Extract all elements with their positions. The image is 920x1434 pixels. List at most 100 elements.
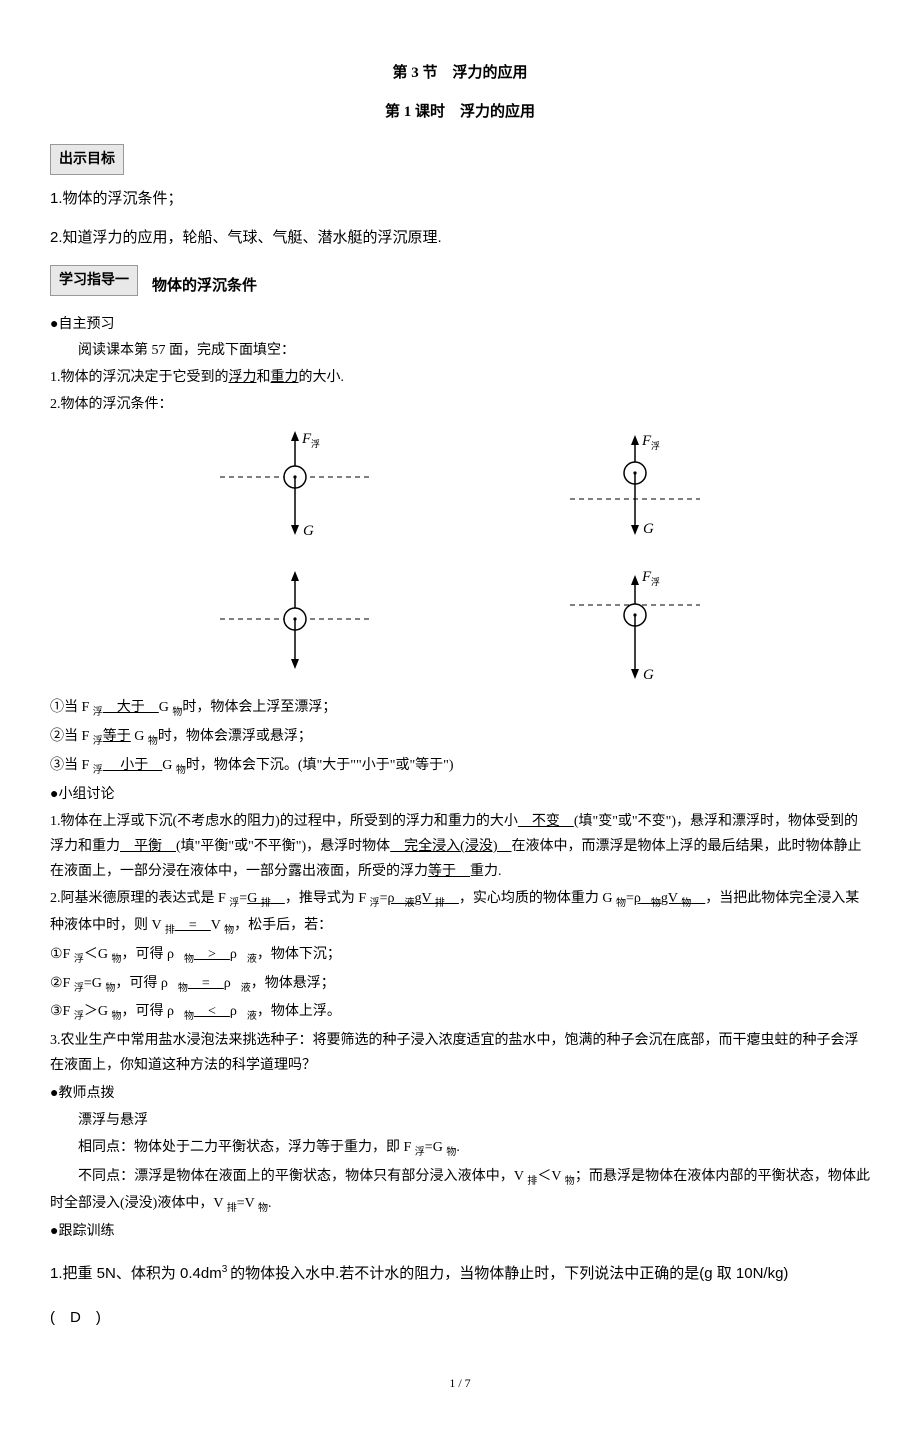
d2-u2e	[445, 891, 459, 906]
tl2-b: 浮	[415, 1147, 425, 1158]
d2-n: ，松手后，若：	[234, 918, 332, 933]
d2-h: 物	[616, 898, 626, 909]
d2-u1c	[271, 891, 285, 906]
r3-c: ＞G	[84, 1004, 112, 1019]
r1-e: ，可得 ρ	[121, 947, 174, 962]
svg-text:浮: 浮	[651, 576, 660, 587]
d2-u2: ρ 液gV 排	[388, 891, 459, 906]
c1-u: 大于	[103, 700, 159, 715]
svg-text:G: G	[643, 521, 654, 537]
d2-e: 浮	[370, 898, 380, 909]
q1-a: 1.把重 5N、体积为 0.4dm	[50, 1265, 222, 1282]
condition-1: ①当 F 浮 大于 G 物时，物体会上浮至漂浮；	[50, 695, 870, 722]
tl3-g: =V	[237, 1196, 258, 1211]
d2-d: ，推导式为 F	[285, 891, 370, 906]
c3-u: 小于	[103, 758, 163, 773]
c3-c: G	[162, 758, 176, 773]
r3-h: 液	[237, 1011, 257, 1022]
tl3-h: 物	[258, 1202, 268, 1213]
discussion-2-r3: ③F 浮＞G 物，可得 ρ 物 < ρ 液，物体上浮。	[50, 999, 870, 1026]
r2-d: 物	[105, 982, 115, 993]
d2-k: 排	[165, 925, 175, 936]
tl2-e: .	[456, 1140, 460, 1155]
teacher-l2: 相同点：物体处于二力平衡状态，浮力等于重力，即 F 浮=G 物.	[50, 1135, 870, 1162]
bullet-discussion: ●小组讨论	[50, 782, 870, 807]
tl2-c: =G	[425, 1140, 447, 1155]
p1-u1: 浮力	[229, 370, 257, 385]
tl2-d: 物	[446, 1147, 456, 1158]
practice-q1: 1.把重 5N、体积为 0.4dm3 的物体投入水中.若不计水的阻力，当物体静止…	[50, 1259, 870, 1289]
r1-g: ρ	[230, 947, 237, 962]
tag-goals: 出示目标	[50, 144, 124, 175]
r3-d: 物	[111, 1011, 121, 1022]
c1-c: G	[159, 700, 173, 715]
d2-l: V	[211, 918, 224, 933]
guide-title: 物体的浮沉条件	[152, 272, 257, 299]
r1-h: 液	[237, 954, 257, 965]
diagram-right-top: F 浮 G	[560, 429, 710, 547]
page-number: 1 / 7	[50, 1373, 870, 1395]
c1-a: ①当 F	[50, 700, 93, 715]
d2-u2b: 液	[395, 898, 415, 909]
diagram-left-col: F 浮 G	[210, 429, 380, 687]
d2-u3d: 物	[681, 898, 691, 909]
d1-u2: 平衡	[120, 839, 176, 854]
d2-m: 物	[224, 925, 234, 936]
c1-b: 浮	[93, 707, 103, 718]
svg-text:浮: 浮	[651, 440, 660, 451]
d2-a: 2.阿基米德原理的表达式是 F	[50, 891, 229, 906]
c2-e: 时，物体会漂浮或悬浮；	[158, 729, 312, 744]
d2-u2d: 排	[435, 898, 445, 909]
c1-e: 时，物体会上浮至漂浮；	[182, 700, 336, 715]
tl3-f: 排	[227, 1202, 237, 1213]
c2-d: 物	[148, 736, 158, 747]
r2-e: ，可得 ρ	[115, 976, 168, 991]
discussion-1: 1.物体在上浮或下沉(不考虑水的阻力)的过程中，所受到的浮力和重力的大小 不变 …	[50, 809, 870, 885]
r1-b: 浮	[74, 954, 84, 965]
r2-b: 浮	[74, 982, 84, 993]
preview-item-2: 2.物体的浮沉条件：	[50, 392, 870, 417]
r1-c: ＜G	[84, 947, 112, 962]
tl2-a: 相同点：物体处于二力平衡状态，浮力等于重力，即 F	[78, 1140, 415, 1155]
r3-u: <	[194, 1004, 230, 1019]
bullet-preview: ●自主预习	[50, 312, 870, 337]
q1-sup: 3	[222, 1264, 230, 1275]
svg-text:G: G	[643, 667, 654, 683]
preview-text: 阅读课本第 57 面，完成下面填空：	[50, 338, 870, 363]
d2-g: ，实心均质的物体重力 G	[459, 891, 616, 906]
tl3-i: .	[268, 1196, 272, 1211]
r1-d: 物	[111, 954, 121, 965]
discussion-3: 3.农业生产中常用盐水浸泡法来挑选种子：将要筛选的种子浸入浓度适宜的盐水中，饱满…	[50, 1028, 870, 1078]
q1-b: 的物体投入水中.若不计水的阻力，当物体静止时，下列说法中正确的是(g 取 10N…	[230, 1265, 788, 1282]
r3-e: ，可得 ρ	[121, 1004, 174, 1019]
d2-i: =	[626, 891, 634, 906]
d1-u4: 等于	[428, 864, 470, 879]
d2-u4: =	[175, 918, 211, 933]
c3-d: 物	[176, 765, 186, 776]
r3-b: 浮	[74, 1011, 84, 1022]
d2-u3: ρ 物gV 物	[634, 891, 705, 906]
r2-i: ，物体悬浮；	[251, 976, 335, 991]
r3-g: ρ	[230, 1004, 237, 1019]
tl3-c: ＜V	[537, 1169, 564, 1184]
r1-u: >	[194, 947, 230, 962]
d2-u3b: 物	[641, 898, 661, 909]
condition-3: ③当 F 浮 小于 G 物时，物体会下沉。(填"大于""小于"或"等于")	[50, 753, 870, 780]
svg-text:浮: 浮	[311, 438, 320, 449]
discussion-2: 2.阿基米德原理的表达式是 F 浮=G 排 ，推导式为 F 浮=ρ 液gV 排 …	[50, 886, 870, 940]
r1-i: ，物体下沉；	[257, 947, 341, 962]
tl3-a: 不同点：漂浮是物体在液面上的平衡状态，物体只有部分浸入液体中，V	[78, 1169, 527, 1184]
bullet-practice: ●跟踪训练	[50, 1219, 870, 1244]
r2-f: 物	[168, 982, 188, 993]
d2-u3a: ρ	[634, 891, 641, 906]
tag-guide: 学习指导一	[50, 265, 138, 296]
preview-item-1: 1.物体的浮沉决定于它受到的浮力和重力的大小.	[50, 365, 870, 390]
r2-g: ρ	[224, 976, 231, 991]
diagram-area: F 浮 G F 浮 G	[50, 429, 870, 687]
c2-a: ②当 F	[50, 729, 93, 744]
d2-u3c: gV	[661, 891, 681, 906]
diagram-left-top: F 浮 G	[210, 429, 380, 549]
tl3-b: 排	[527, 1176, 537, 1187]
d1-e: 重力.	[470, 864, 502, 879]
bullet-teacher: ●教师点拨	[50, 1081, 870, 1106]
